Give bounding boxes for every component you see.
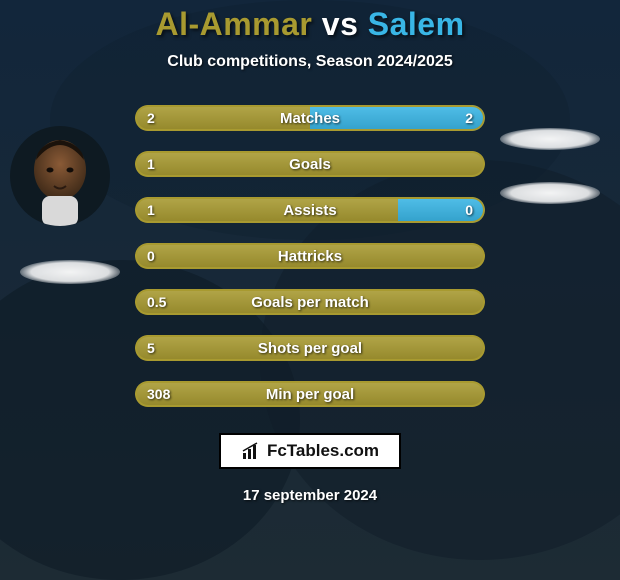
avatar-shadow-right-2	[500, 182, 600, 204]
stat-bar-fill-left	[135, 381, 485, 407]
avatar-shadow-right	[500, 128, 600, 150]
stat-bar-fill-left	[135, 243, 485, 269]
stat-bar: Assists10	[135, 197, 485, 223]
stat-bar-fill-left	[135, 151, 485, 177]
title-left: Al-Ammar	[155, 6, 312, 42]
stat-bar-fill-left	[135, 335, 485, 361]
branding-text: FcTables.com	[267, 441, 379, 461]
stat-bar-fill-right	[310, 105, 485, 131]
avatar-left-graphic	[10, 126, 110, 226]
stat-bar: Goals1	[135, 151, 485, 177]
stat-bar-fill-right	[398, 197, 486, 223]
player-avatar-left	[10, 126, 110, 226]
branding-badge[interactable]: FcTables.com	[219, 433, 401, 469]
title-vs: vs	[322, 6, 359, 42]
stat-bar: Matches22	[135, 105, 485, 131]
stats-bars: Matches22 Goals1 Assists10 Hattricks0 Goals …	[135, 105, 485, 407]
page-title: Al-Ammar vs Salem	[155, 6, 464, 43]
avatar-shadow-left	[20, 260, 120, 284]
stat-bar-fill-left	[135, 289, 485, 315]
subtitle: Club competitions, Season 2024/2025	[167, 53, 452, 71]
stat-bar: Goals per match0.5	[135, 289, 485, 315]
stat-bar: Hattricks0	[135, 243, 485, 269]
stat-bar: Min per goal308	[135, 381, 485, 407]
fctables-logo-icon	[241, 441, 261, 461]
title-right: Salem	[368, 6, 465, 42]
stat-bar-fill-left	[135, 197, 398, 223]
stat-bar-fill-left	[135, 105, 310, 131]
date-text: 17 september 2024	[243, 487, 377, 504]
stat-bar: Shots per goal5	[135, 335, 485, 361]
